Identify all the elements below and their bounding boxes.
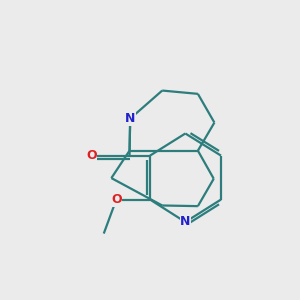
Text: N: N — [180, 215, 190, 229]
Text: N: N — [125, 112, 135, 125]
Text: O: O — [86, 149, 97, 162]
Text: O: O — [111, 193, 122, 206]
